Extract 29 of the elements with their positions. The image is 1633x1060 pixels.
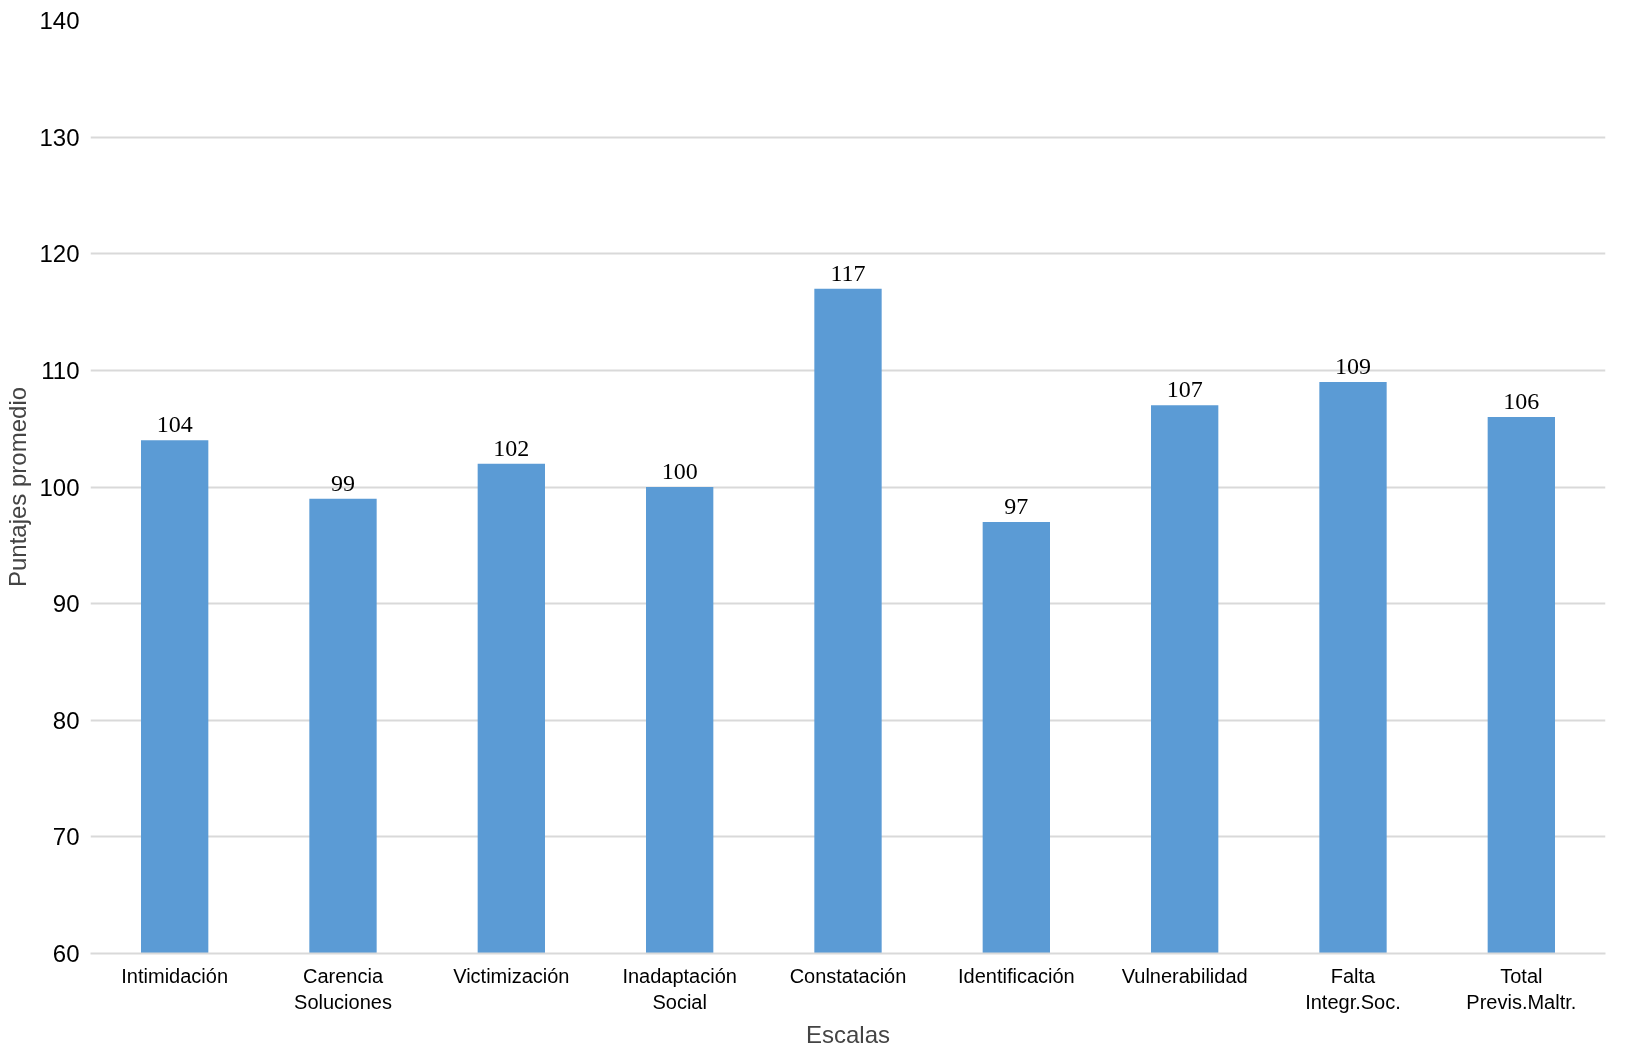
data-label: 97 [1004, 492, 1029, 519]
data-label: 100 [661, 458, 698, 484]
y-tick-label: 140 [39, 7, 80, 34]
y-tick-label: 110 [41, 356, 80, 384]
y-tick-label: 100 [39, 473, 80, 501]
data-label: 99 [331, 469, 355, 496]
y-axis-title: Puntajes promedio [4, 386, 32, 588]
data-label: 106 [1503, 388, 1540, 415]
x-tick-label: Identificación [957, 964, 1075, 987]
data-label: 109 [1335, 353, 1371, 380]
x-tick-label: Vulnerabilidad [1121, 964, 1248, 987]
y-tick-label: 60 [52, 940, 80, 967]
data-label: 104 [156, 411, 193, 438]
data-label: 117 [830, 259, 866, 286]
x-tick-label: Total Previs.Maltr. [1466, 964, 1577, 1013]
y-tick-label: 130 [39, 123, 80, 151]
data-label: 107 [1166, 376, 1203, 403]
x-tick-label: Victimización [453, 964, 570, 987]
x-axis-title: Escalas [805, 1020, 891, 1048]
x-tick-label: Constatación [789, 964, 907, 987]
y-tick-label: 80 [52, 706, 80, 734]
x-tick-label: Falta Integr.Soc. [1305, 964, 1401, 1013]
y-tick-label: 120 [39, 240, 80, 268]
data-label: 102 [493, 434, 530, 461]
x-tick-label: Inadaptación Social [622, 964, 737, 1013]
y-tick-label: 90 [52, 590, 80, 618]
x-tick-label: Intimidación [121, 964, 229, 987]
y-tick-label: 70 [52, 823, 80, 851]
x-tick-label: Carencia Soluciones [294, 964, 392, 1013]
